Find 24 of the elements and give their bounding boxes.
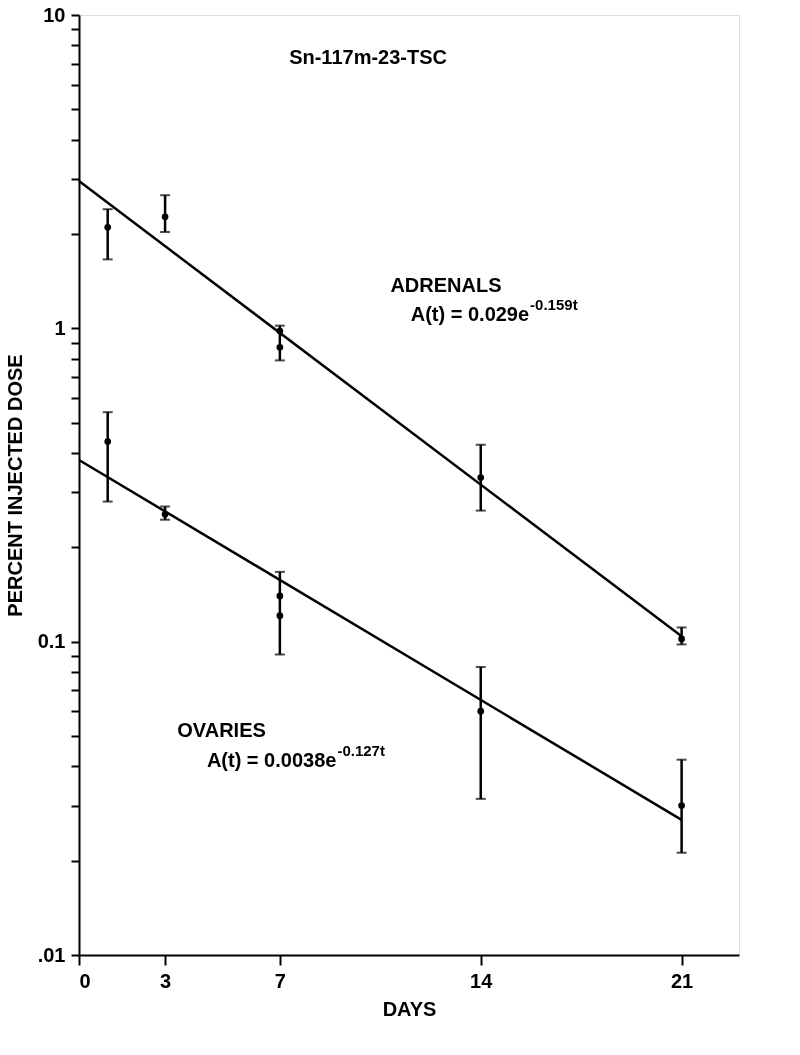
point (678, 802, 685, 809)
x-tick-label: 3 (160, 969, 172, 992)
y-tick-label: 10 (43, 3, 66, 26)
point (276, 343, 284, 351)
x-axis-title: DAYS (382, 997, 437, 1020)
text: Sn-117m-23-TSC (289, 45, 447, 68)
y-axis-title: PERCENT INJECTED DOSE (3, 354, 26, 617)
y-tick-label: 1 (54, 316, 66, 339)
point (678, 635, 685, 643)
point (477, 474, 485, 481)
x-tick-label: 21 (670, 969, 694, 992)
point (477, 707, 485, 715)
point (276, 612, 284, 620)
point (104, 224, 112, 231)
x-tick-label: 7 (274, 969, 286, 992)
x-tick-label: 0 (79, 969, 91, 992)
point (276, 592, 284, 600)
point (104, 438, 112, 445)
annotation: ADRENALS (390, 273, 502, 296)
annotation: OVARIES (177, 719, 266, 742)
y-tick-label: 0.1 (37, 630, 66, 653)
x-tick-label: 14 (470, 969, 494, 992)
y-tick-label: .01 (37, 943, 66, 966)
point (161, 213, 169, 221)
